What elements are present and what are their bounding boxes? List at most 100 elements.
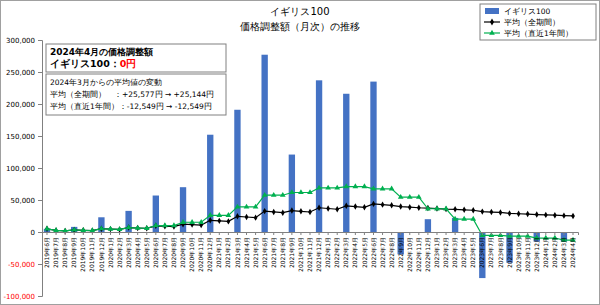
x-tick: 2020年7月 [161,232,168,268]
x-tick: 2021年4月 [243,232,250,268]
chart-frame [1,1,600,305]
x-tick-mark [409,232,410,235]
marker [434,205,440,210]
x-tick-label: 2024年4月 [569,237,576,268]
marker [362,183,368,188]
x-tick: 2022年8月 [388,232,395,268]
marker [490,209,494,215]
marker [544,212,548,218]
x-tick-label: 2019年8月 [61,237,68,268]
x-tick-mark [46,232,47,235]
y-tick-label: -50,000 [8,261,35,269]
x-tick-label: 2024年1月 [542,237,549,268]
x-tick-label: 2020年12月 [206,237,213,272]
x-tick-label: 2021年3月 [234,237,241,268]
annotation-box [46,74,226,115]
marker [443,205,449,210]
y-tick-mark [38,264,42,265]
y-tick-mark [38,200,42,201]
marker [335,206,339,212]
x-tick-label: 2021年10月 [297,237,304,272]
x-tick-mark [173,232,174,235]
x-tick-label: 2021年1月 [215,237,222,268]
x-tick: 2021年9月 [288,232,295,268]
x-tick: 2020年8月 [170,232,177,268]
x-tick-label: 2023年1月 [433,237,440,268]
marker [426,205,430,211]
marker [452,216,458,221]
marker [208,217,212,223]
x-tick-label: 2022年10月 [406,237,413,272]
x-tick-label: 2023年8月 [497,237,504,268]
marker [363,204,367,210]
marker [144,225,150,230]
x-tick: 2021年10月 [297,232,304,272]
bar-series [44,55,567,278]
x-tick-mark [455,232,456,235]
x-tick: 2020年2月 [116,232,123,268]
x-tick: 2022年11月 [415,232,422,272]
x-tick: 2020年1月 [107,232,114,268]
legend-swatch [485,8,499,14]
marker [353,203,357,209]
x-tick-mark [110,232,111,235]
x-tick-label: 2021年4月 [243,237,250,268]
x-tick-label: 2023年5月 [469,237,476,268]
marker [316,185,322,190]
marker [380,186,386,191]
marker [126,224,132,229]
x-tick-label: 2023年9月 [506,237,513,268]
x-tick-mark [228,232,229,235]
x-tick: 2021年7月 [270,232,277,268]
legend: イギリス100平均（全期間）平均（直近1年間） [480,4,596,40]
x-tick: 2022年2月 [333,232,340,268]
x-tick: 2022年10月 [406,232,413,272]
marker [236,213,240,219]
x-tick-mark [427,232,428,235]
x-tick-mark [264,232,265,235]
marker [407,194,413,199]
x-tick-label: 2019年7月 [52,237,59,268]
x-tick-mark [219,232,220,235]
x-tick-label: 2023年11月 [524,237,531,272]
x-tick: 2022年7月 [379,232,386,268]
marker [136,225,140,231]
marker [390,202,394,208]
x-tick: 2019年11月 [88,232,95,272]
x-tick-mark [500,232,501,235]
line [47,204,573,231]
x-tick: 2021年12月 [315,232,322,272]
x-tick: 2021年2月 [224,232,231,268]
annotation: 平均（直近1年間）：-12,549円 → -12,549円 [50,102,212,111]
y-tick-label: 300,000 [6,37,35,45]
x-tick-label: 2024年3月 [560,237,567,268]
y-tick-mark [38,72,42,73]
marker [272,209,276,215]
x-tick-label: 2022年3月 [342,237,349,268]
x-tick-mark [65,232,66,235]
marker [117,226,123,231]
marker [62,228,68,233]
marker [334,185,340,190]
x-tick: 2020年4月 [134,232,141,268]
marker [108,226,114,231]
x-tick-label: 2023年6月 [478,237,485,268]
chart-svg: -100,000-50,000050,000100,000150,000200,… [0,0,600,305]
marker [416,194,422,199]
marker [462,207,466,213]
x-tick-mark [364,232,365,235]
x-tick-label: 2023年2月 [442,237,449,268]
x-tick-mark [373,232,374,235]
x-tick-label: 2023年4月 [460,237,467,268]
x-axis-line [43,233,579,236]
x-tick: 2020年9月 [179,232,186,268]
x-tick-mark [291,232,292,235]
x-tick-mark [56,232,57,235]
y-tick: 100,000 [6,165,42,173]
marker [371,186,377,191]
x-tick-label: 2020年2月 [116,237,123,268]
x-tick-mark [155,232,156,235]
x-tick: 2024年3月 [560,232,567,268]
x-tick: 2024年2月 [551,232,558,268]
line-series [45,201,575,234]
